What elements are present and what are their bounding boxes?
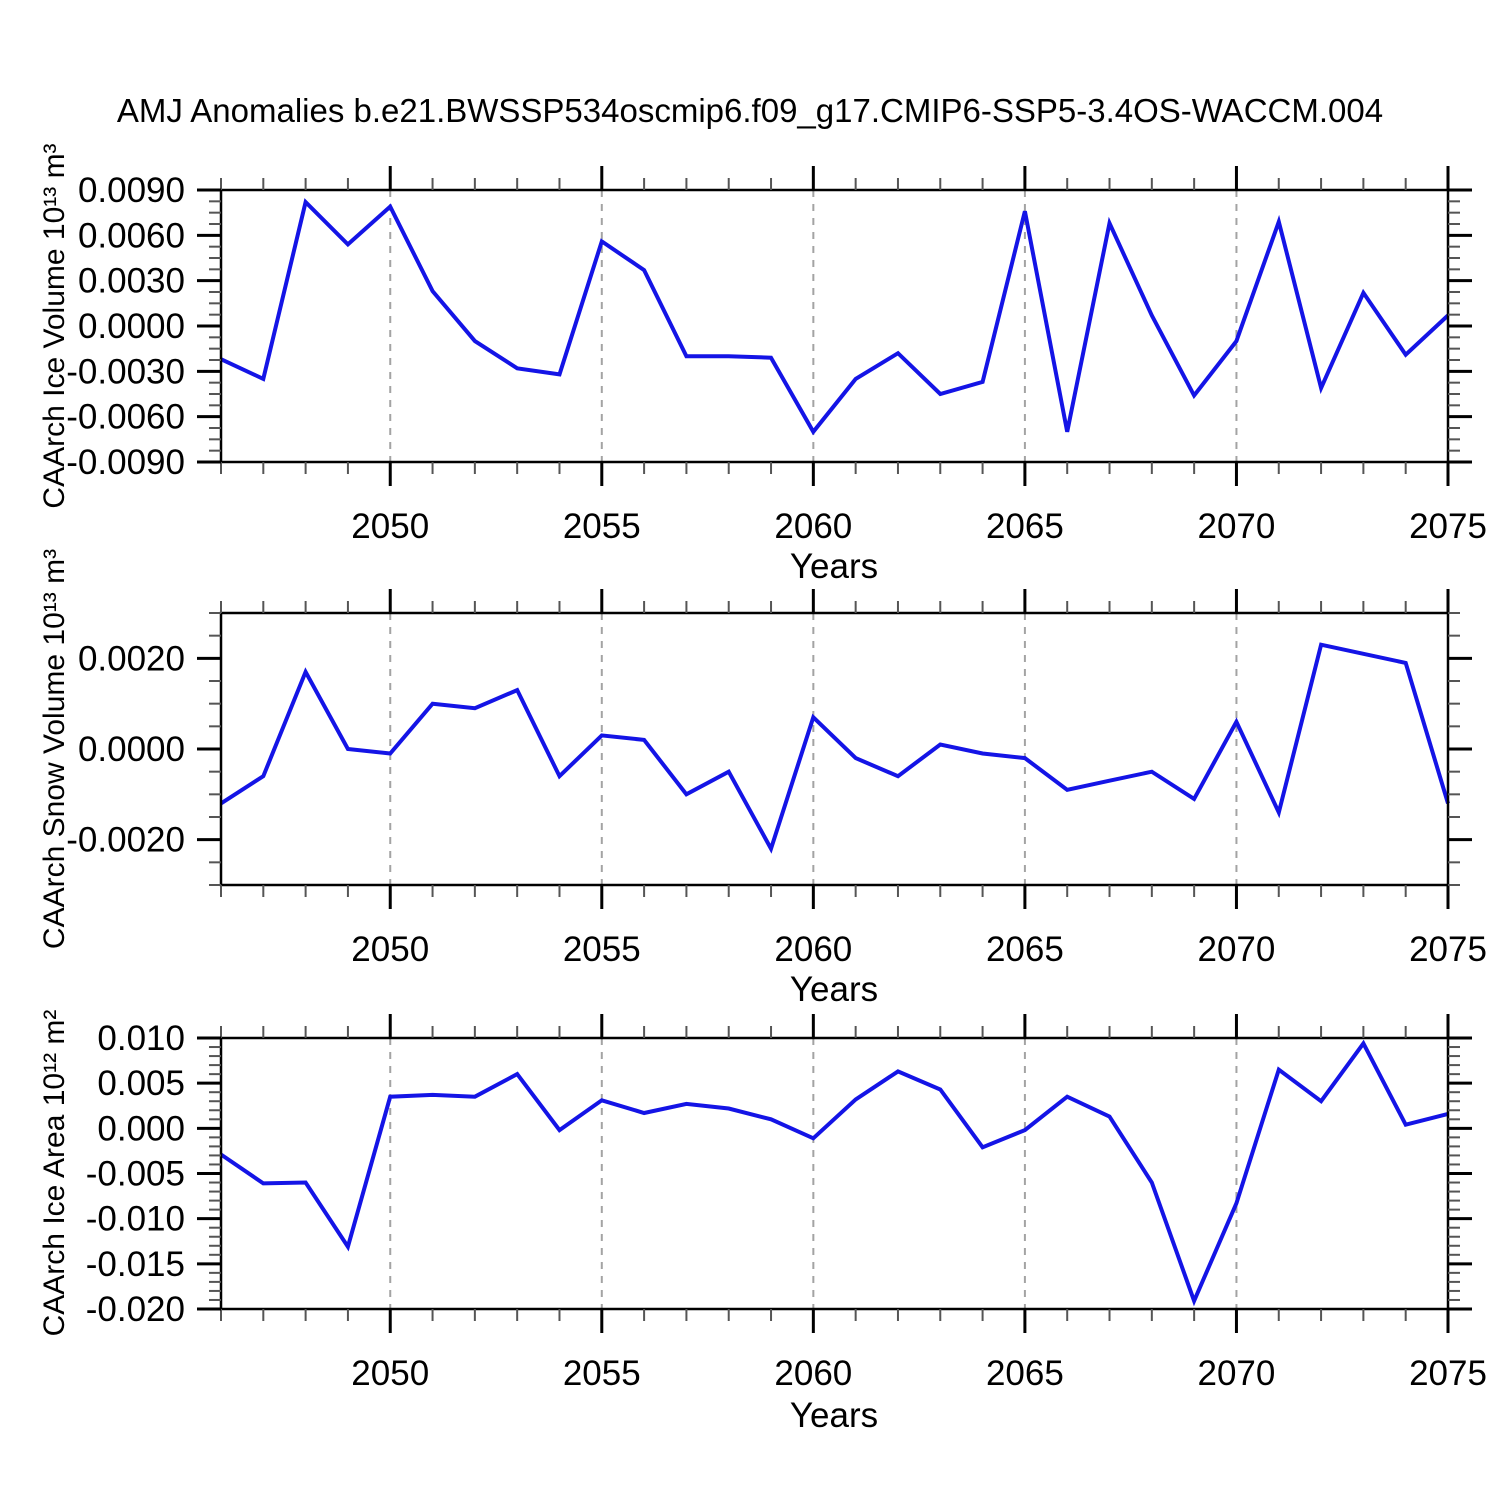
y-tick-label: 0.0000 [78, 307, 185, 346]
x-tick-label: 2060 [774, 507, 852, 546]
y-axis-title-snow-volume: CAArch Snow Volume 10¹³ m³ [38, 549, 71, 949]
x-tick-label: 2055 [563, 930, 641, 969]
y-tick-label: -0.015 [86, 1245, 185, 1284]
y-tick-label: -0.0060 [66, 398, 185, 437]
plot-frame [219, 1036, 1450, 1311]
x-tick-label: 2060 [774, 930, 852, 969]
y-tick-label: 0.0030 [78, 262, 185, 301]
y-tick-label: 0.0060 [78, 216, 185, 255]
y-tick-label: -0.005 [86, 1155, 185, 1194]
ice-area-line [219, 1039, 1449, 1307]
y-tick-label: -0.0020 [66, 821, 185, 860]
ice-volume-chart: CAArch Ice Volume 10¹³ m³ Years 0.0090 0.… [38, 143, 1487, 586]
x-tick-label: 2060 [774, 1354, 852, 1393]
x-tick-label: 2065 [986, 930, 1064, 969]
y-tick-label: -0.0030 [66, 352, 185, 391]
ice-area-chart: CAArch Ice Area 10¹² m² Years 0.010 0.005… [38, 1010, 1487, 1435]
x-tick-label: 2065 [986, 507, 1064, 546]
figure-title: AMJ Anomalies b.e21.BWSSP534oscmip6.f09_… [117, 92, 1383, 129]
snow-volume-chart: CAArch Snow Volume 10¹³ m³ Years 0.0020 0… [38, 549, 1487, 1009]
x-tick-label: 2065 [986, 1354, 1064, 1393]
x-tick-label: 2070 [1198, 507, 1276, 546]
plot-frame [219, 188, 1450, 464]
y-tick-label: -0.0090 [66, 443, 185, 482]
y-tick-label: 0.010 [97, 1019, 185, 1058]
x-tick-label: 2070 [1198, 1354, 1276, 1393]
y-axis-title-ice-volume: CAArch Ice Volume 10¹³ m³ [38, 143, 71, 508]
x-tick-label: 2075 [1409, 930, 1487, 969]
y-tick-label: -0.020 [86, 1290, 185, 1329]
y-tick-label: 0.000 [97, 1109, 185, 1148]
x-tick-label: 2070 [1198, 930, 1276, 969]
y-tick-label: -0.010 [86, 1200, 185, 1239]
y-tick-label: 0.005 [97, 1064, 185, 1103]
y-tick-label: 0.0020 [78, 639, 185, 678]
x-tick-label: 2050 [351, 507, 429, 546]
ice-volume-line [220, 198, 1450, 436]
x-tick-label: 2050 [351, 930, 429, 969]
x-tick-label: 2055 [563, 1354, 641, 1393]
x-tick-label: 2055 [563, 507, 641, 546]
x-tick-label: 2050 [351, 1354, 429, 1393]
snow-volume-line [219, 642, 1450, 854]
x-axis-title-years-middle: Years [790, 970, 878, 1009]
x-axis-title-years-bottom: Years [790, 1396, 878, 1435]
y-axis-title-ice-area: CAArch Ice Area 10¹² m² [38, 1010, 71, 1337]
y-tick-label: 0.0000 [78, 730, 185, 769]
y-tick-label: 0.0090 [78, 171, 185, 210]
x-tick-label: 2075 [1409, 1354, 1487, 1393]
x-tick-label: 2075 [1409, 507, 1487, 546]
plot-frame [219, 611, 1450, 887]
x-axis-title-years-top: Years [790, 547, 878, 586]
